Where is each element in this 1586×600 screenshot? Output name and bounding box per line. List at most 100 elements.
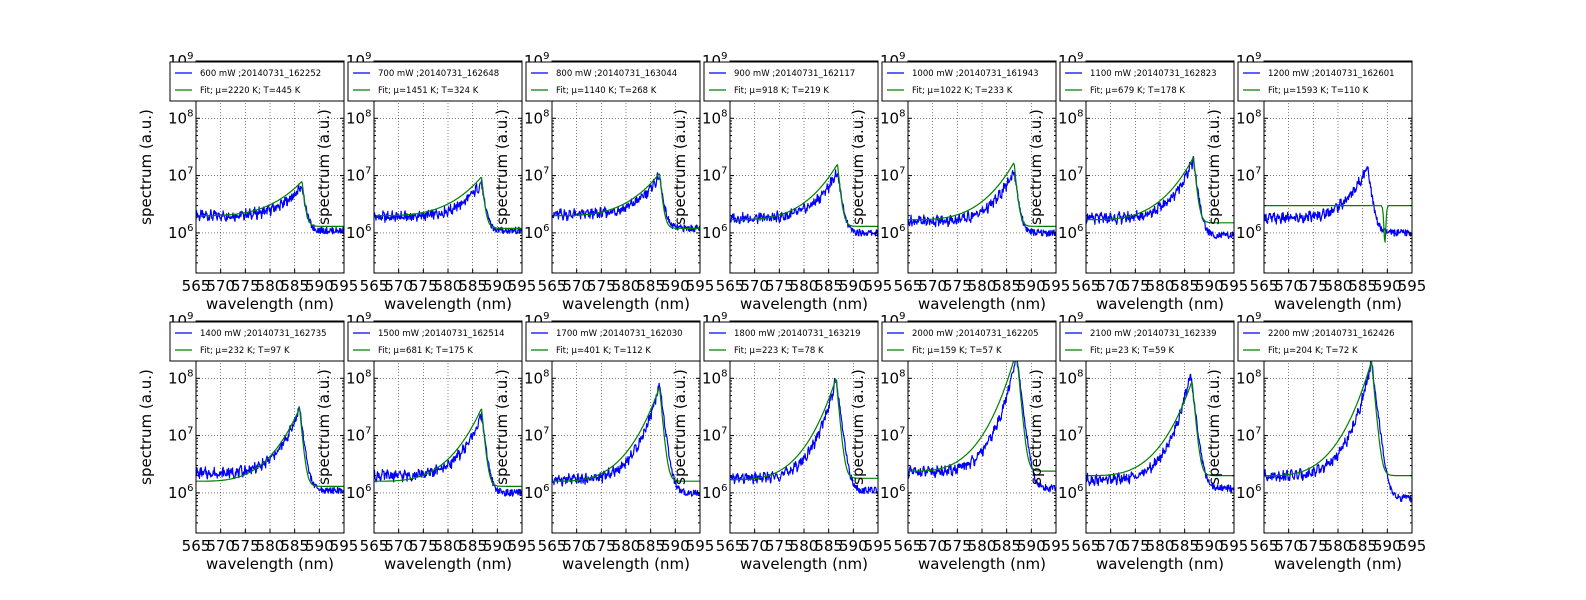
y-tick-label: 107 bbox=[1058, 166, 1083, 185]
y-tick-label: 108 bbox=[702, 108, 727, 127]
x-axis-label: wavelength (nm) bbox=[918, 555, 1046, 573]
legend-label: Fit; μ=23 K; T=59 K bbox=[1090, 346, 1175, 356]
x-axis-label: wavelength (nm) bbox=[1274, 295, 1402, 313]
x-tick-label: 595 bbox=[1220, 277, 1249, 295]
legend-label: Fit; μ=681 K; T=175 K bbox=[378, 346, 473, 356]
x-tick-label: 565 bbox=[894, 277, 923, 295]
fit-line bbox=[196, 407, 344, 487]
x-tick-label: 580 bbox=[790, 277, 819, 295]
y-tick-label: 106 bbox=[702, 483, 727, 502]
x-tick-label: 580 bbox=[434, 277, 463, 295]
x-tick-label: 575 bbox=[231, 277, 260, 295]
x-tick-label: 590 bbox=[1373, 537, 1402, 555]
measured-spectrum-line bbox=[908, 170, 1056, 237]
x-tick-label: 585 bbox=[458, 277, 487, 295]
x-tick-label: 570 bbox=[384, 277, 413, 295]
fit-line bbox=[908, 162, 1056, 227]
x-tick-label: 565 bbox=[716, 537, 745, 555]
legend-label: Fit; μ=1593 K; T=110 K bbox=[1268, 86, 1369, 96]
x-tick-label: 595 bbox=[1042, 537, 1071, 555]
fit-line bbox=[552, 173, 700, 229]
legend-box bbox=[703, 61, 879, 102]
x-tick-label: 580 bbox=[256, 537, 285, 555]
y-axis-label: spectrum (a.u.) bbox=[1027, 369, 1045, 485]
y-tick-label: 108 bbox=[880, 108, 905, 127]
legend-label: Fit; μ=1451 K; T=324 K bbox=[378, 86, 479, 96]
y-tick-label: 106 bbox=[1058, 483, 1083, 502]
x-tick-label: 590 bbox=[305, 277, 334, 295]
y-tick-label: 107 bbox=[702, 166, 727, 185]
subplot-3: 565570575580585590595106107108109wavelen… bbox=[493, 51, 714, 313]
subplot-14: 565570575580585590595106107108109wavelen… bbox=[1205, 311, 1426, 573]
y-tick-label: 108 bbox=[1236, 368, 1261, 387]
fit-line bbox=[552, 387, 700, 482]
x-axis-label: wavelength (nm) bbox=[562, 295, 690, 313]
legend-box bbox=[347, 321, 523, 362]
x-tick-label: 570 bbox=[918, 277, 947, 295]
x-tick-label: 580 bbox=[1324, 537, 1353, 555]
legend-box bbox=[347, 61, 523, 102]
y-tick-label: 107 bbox=[1058, 426, 1083, 445]
x-tick-label: 590 bbox=[661, 277, 690, 295]
x-tick-label: 575 bbox=[587, 537, 616, 555]
y-axis-label: spectrum (a.u.) bbox=[849, 369, 867, 485]
legend-label: 1700 mW ;20140731_162030 bbox=[556, 329, 683, 339]
x-tick-label: 590 bbox=[1017, 537, 1046, 555]
measured-spectrum-line bbox=[196, 183, 344, 235]
y-tick-label: 108 bbox=[1058, 368, 1083, 387]
subplot-12: 565570575580585590595106107108109wavelen… bbox=[849, 311, 1070, 573]
subplot-7: 565570575580585590595106107108109wavelen… bbox=[1205, 51, 1426, 313]
y-tick-label: 106 bbox=[168, 223, 193, 242]
y-tick-label: 106 bbox=[1058, 223, 1083, 242]
x-tick-label: 585 bbox=[814, 537, 843, 555]
legend: 1700 mW ;20140731_162030 Fit; μ=401 K; T=… bbox=[525, 321, 701, 362]
y-tick-label: 108 bbox=[168, 108, 193, 127]
x-axis-label: wavelength (nm) bbox=[740, 555, 868, 573]
legend-label: Fit; μ=918 K; T=219 K bbox=[734, 86, 829, 96]
x-tick-label: 565 bbox=[1072, 277, 1101, 295]
x-axis-label: wavelength (nm) bbox=[384, 295, 512, 313]
x-tick-label: 595 bbox=[1042, 277, 1071, 295]
x-tick-label: 565 bbox=[182, 277, 211, 295]
y-tick-label: 108 bbox=[346, 108, 371, 127]
x-tick-label: 575 bbox=[943, 537, 972, 555]
x-tick-label: 585 bbox=[814, 277, 843, 295]
legend-label: 1500 mW ;20140731_162514 bbox=[378, 329, 505, 339]
y-tick-label: 107 bbox=[524, 426, 549, 445]
x-tick-label: 575 bbox=[587, 277, 616, 295]
x-tick-label: 580 bbox=[612, 537, 641, 555]
measured-spectrum-line bbox=[374, 412, 522, 497]
x-axis-label: wavelength (nm) bbox=[1096, 295, 1224, 313]
x-tick-label: 565 bbox=[1072, 537, 1101, 555]
legend-label: Fit; μ=232 K; T=97 K bbox=[200, 346, 290, 356]
legend-box bbox=[525, 321, 701, 362]
x-axis-label: wavelength (nm) bbox=[1096, 555, 1224, 573]
x-tick-label: 585 bbox=[280, 537, 309, 555]
fit-line bbox=[1264, 205, 1412, 243]
y-tick-label: 106 bbox=[524, 223, 549, 242]
x-tick-label: 575 bbox=[765, 277, 794, 295]
y-tick-label: 107 bbox=[168, 166, 193, 185]
y-tick-label: 106 bbox=[346, 223, 371, 242]
legend-label: Fit; μ=1022 K; T=233 K bbox=[912, 86, 1013, 96]
fit-line bbox=[1086, 157, 1234, 224]
measured-spectrum-line bbox=[1086, 156, 1234, 240]
x-tick-label: 585 bbox=[280, 277, 309, 295]
subplot-11: 565570575580585590595106107108109wavelen… bbox=[671, 311, 892, 573]
fit-line bbox=[1264, 361, 1412, 477]
subplot-13: 565570575580585590595106107108109wavelen… bbox=[1027, 311, 1248, 573]
x-tick-label: 585 bbox=[1348, 537, 1377, 555]
x-tick-label: 580 bbox=[1146, 277, 1175, 295]
y-tick-label: 108 bbox=[168, 368, 193, 387]
measured-spectrum-line bbox=[730, 377, 878, 495]
y-tick-label: 106 bbox=[168, 483, 193, 502]
x-tick-label: 595 bbox=[508, 537, 537, 555]
legend: 1100 mW ;20140731_162823 Fit; μ=679 K; T=… bbox=[1059, 61, 1235, 102]
fit-line bbox=[374, 408, 522, 487]
legend: 900 mW ;20140731_162117 Fit; μ=918 K; T=2… bbox=[703, 61, 879, 102]
legend-label: 1200 mW ;20140731_162601 bbox=[1268, 69, 1395, 79]
fit-line bbox=[908, 351, 1056, 472]
x-tick-label: 595 bbox=[686, 277, 715, 295]
measured-spectrum-line bbox=[1264, 166, 1412, 237]
x-tick-label: 590 bbox=[483, 277, 512, 295]
